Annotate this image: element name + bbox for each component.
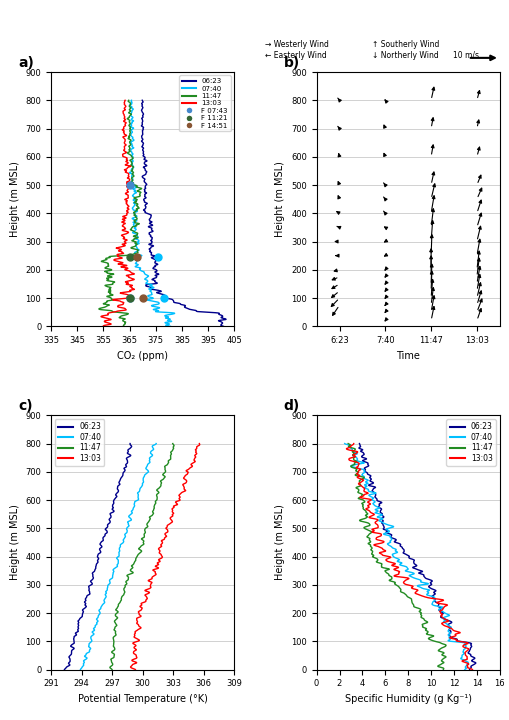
X-axis label: CO₂ (ppm): CO₂ (ppm) bbox=[117, 351, 168, 361]
Y-axis label: Height (m MSL): Height (m MSL) bbox=[10, 505, 20, 580]
Legend: 06:23, 07:40, 11:47, 13:03: 06:23, 07:40, 11:47, 13:03 bbox=[54, 419, 104, 466]
Y-axis label: Height (m MSL): Height (m MSL) bbox=[275, 161, 285, 237]
Text: a): a) bbox=[18, 56, 34, 70]
X-axis label: Specific Humidity (g Kg⁻¹): Specific Humidity (g Kg⁻¹) bbox=[344, 694, 471, 704]
Text: ← Easterly Wind: ← Easterly Wind bbox=[265, 50, 326, 60]
Text: ↓ Northerly Wind: ↓ Northerly Wind bbox=[372, 50, 438, 60]
Text: ↑ Southerly Wind: ↑ Southerly Wind bbox=[372, 40, 439, 49]
X-axis label: Time: Time bbox=[395, 351, 419, 361]
Text: b): b) bbox=[283, 56, 299, 70]
Text: d): d) bbox=[283, 399, 299, 413]
Text: c): c) bbox=[18, 399, 33, 413]
X-axis label: Potential Temperature (°K): Potential Temperature (°K) bbox=[77, 694, 207, 704]
Text: → Westerly Wind: → Westerly Wind bbox=[265, 40, 328, 49]
Y-axis label: Height (m MSL): Height (m MSL) bbox=[275, 505, 285, 580]
Legend: 06:23, 07:40, 11:47, 13:03: 06:23, 07:40, 11:47, 13:03 bbox=[445, 419, 495, 466]
Legend: 06:23, 07:40, 11:47, 13:03, F 07:43, F 11:21, F 14:51: 06:23, 07:40, 11:47, 13:03, F 07:43, F 1… bbox=[179, 76, 230, 131]
Text: 10 m/s: 10 m/s bbox=[453, 50, 478, 60]
Y-axis label: Height (m MSL): Height (m MSL) bbox=[10, 161, 20, 237]
